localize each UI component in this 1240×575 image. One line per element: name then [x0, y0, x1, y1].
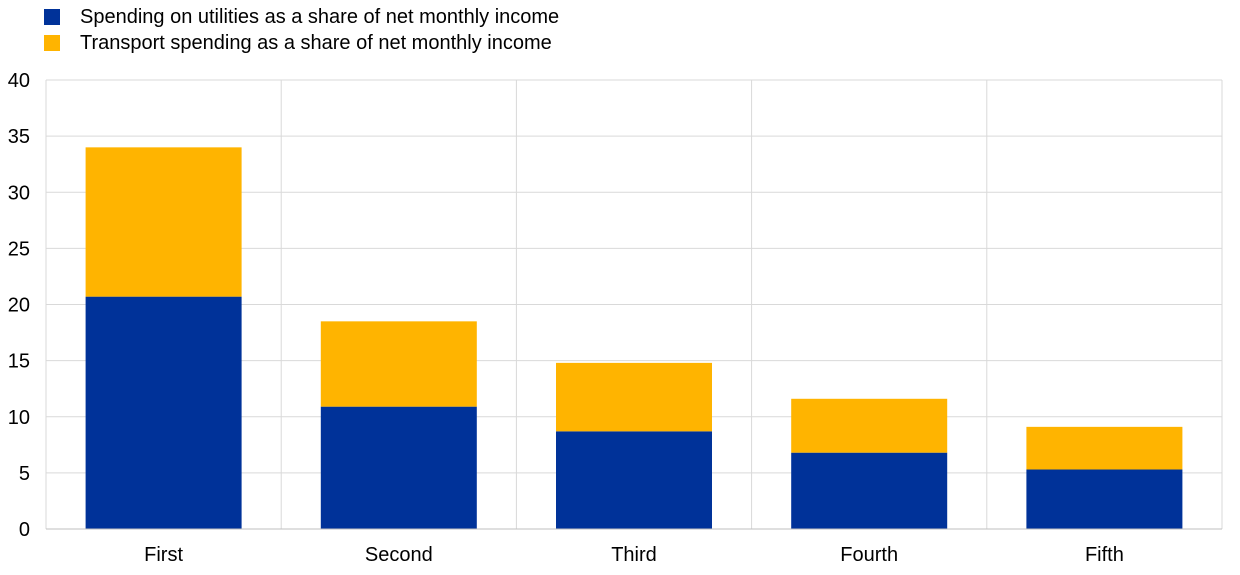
- bar-transport-fourth: [791, 398, 948, 453]
- legend-swatch-transport: [44, 35, 60, 51]
- bar-transport-second: [320, 321, 477, 407]
- bar-utilities-fifth: [1026, 469, 1183, 529]
- bar-transport-first: [85, 147, 242, 297]
- y-tick-label: 25: [8, 238, 30, 260]
- x-tick-label: Third: [611, 544, 657, 566]
- bar-utilities-third: [556, 431, 712, 529]
- y-tick-label: 0: [19, 519, 30, 541]
- y-tick-label: 30: [8, 182, 30, 204]
- y-tick-label: 35: [8, 126, 30, 148]
- bar-utilities-fourth: [791, 452, 948, 529]
- legend-label-utilities: Spending on utilities as a share of net …: [80, 5, 560, 28]
- y-tick-label: 5: [19, 463, 30, 485]
- bar-utilities-first: [85, 296, 242, 529]
- x-tick-label: First: [144, 544, 183, 566]
- y-tick-label: 20: [8, 295, 30, 317]
- y-tick-label: 40: [8, 70, 30, 92]
- legend-swatch-utilities: [44, 9, 60, 25]
- legend-item-transport: Transport spending as a share of net mon…: [44, 30, 559, 56]
- bar-transport-third: [556, 362, 712, 432]
- legend: Spending on utilities as a share of net …: [44, 4, 559, 56]
- legend-label-transport: Transport spending as a share of net mon…: [80, 31, 552, 54]
- x-tick-label: Fourth: [840, 544, 898, 566]
- y-tick-label: 10: [8, 407, 30, 429]
- y-tick-label: 15: [8, 351, 30, 373]
- legend-item-utilities: Spending on utilities as a share of net …: [44, 4, 559, 30]
- bar-utilities-second: [320, 406, 477, 529]
- x-tick-label: Fifth: [1085, 544, 1124, 566]
- x-tick-label: Second: [365, 544, 433, 566]
- bar-transport-fifth: [1026, 426, 1183, 470]
